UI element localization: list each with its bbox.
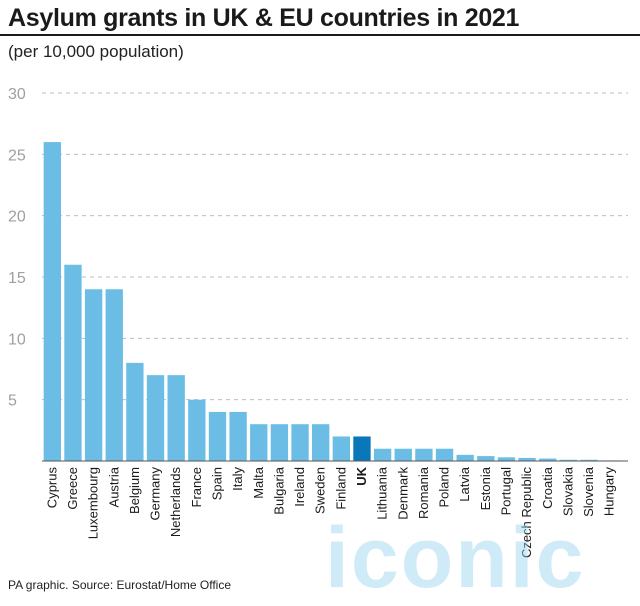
x-tick-label: France xyxy=(189,467,204,507)
x-tick-label: Luxembourg xyxy=(86,467,101,539)
x-tick-label: Latvia xyxy=(457,466,472,501)
bar-spain xyxy=(208,411,227,461)
bar-portugal xyxy=(497,457,516,461)
x-tick-label: Hungary xyxy=(602,467,617,517)
y-tick-label: 15 xyxy=(8,270,26,287)
x-tick-label: Malta xyxy=(251,466,266,499)
bar-germany xyxy=(146,375,165,461)
y-tick-label: 25 xyxy=(8,147,26,164)
chart-title: Asylum grants in UK & EU countries in 20… xyxy=(8,4,520,32)
x-tick-label: Finland xyxy=(333,467,348,510)
x-tick-label: Poland xyxy=(437,467,452,507)
bar-ireland xyxy=(291,424,309,461)
x-tick-label: Ireland xyxy=(292,467,307,507)
bar-bulgaria xyxy=(270,424,289,461)
x-tick-label: Cyprus xyxy=(44,467,59,509)
x-tick-label: Croatia xyxy=(540,466,555,509)
x-tick-label: Slovakia xyxy=(560,466,575,516)
chart-subtitle: (per 10,000 population) xyxy=(8,42,184,61)
bar-sweden xyxy=(312,424,330,461)
bar-greece xyxy=(64,264,82,461)
source-note: PA graphic. Source: Eurostat/Home Office xyxy=(8,578,231,592)
bar-cyprus xyxy=(43,142,61,462)
bar-finland xyxy=(332,436,350,461)
x-tick-label: Portugal xyxy=(498,467,513,516)
x-tick-label: Denmark xyxy=(395,467,410,520)
x-tick-label: Slovenia xyxy=(581,466,596,517)
x-tick-label: Czech Republic xyxy=(519,467,534,559)
x-tick-label: Austria xyxy=(106,466,121,507)
bar-france xyxy=(188,399,206,461)
y-tick-label: 20 xyxy=(8,209,26,226)
bar-malta xyxy=(250,424,268,461)
bar-croatia xyxy=(539,458,557,461)
x-tick-label: Greece xyxy=(65,467,80,510)
title-rule xyxy=(0,34,640,36)
x-tick-label: Lithuania xyxy=(375,466,390,520)
x-tick-label: Spain xyxy=(209,467,224,500)
x-tick-label: Germany xyxy=(148,467,163,521)
x-tick-label: Belgium xyxy=(127,467,142,514)
x-tick-label: Bulgaria xyxy=(271,466,286,514)
x-tick-label: Sweden xyxy=(313,467,328,514)
bar-belgium xyxy=(126,362,144,461)
bar-netherlands xyxy=(167,375,185,461)
bar-romania xyxy=(415,448,433,461)
bar-estonia xyxy=(477,456,495,461)
x-tick-label: Italy xyxy=(230,467,245,491)
y-tick-label: 30 xyxy=(8,86,26,103)
x-tick-label: Netherlands xyxy=(168,467,183,538)
bar-lithuania xyxy=(373,448,392,461)
bar-uk xyxy=(353,436,371,461)
bar-denmark xyxy=(394,448,412,461)
bar-luxembourg xyxy=(84,289,103,461)
bar-slovenia xyxy=(580,459,598,461)
x-tick-label: Romania xyxy=(416,466,431,519)
bar-italy xyxy=(229,411,247,461)
bar-austria xyxy=(105,289,123,461)
x-tick-label: UK xyxy=(354,466,369,485)
bar-latvia xyxy=(456,454,474,461)
bar-czech-republic xyxy=(518,457,536,461)
x-tick-label: Estonia xyxy=(478,466,493,510)
bar-poland xyxy=(435,448,454,461)
y-tick-label: 10 xyxy=(8,331,26,348)
bar-slovakia xyxy=(559,459,578,461)
y-tick-label: 5 xyxy=(8,393,17,410)
